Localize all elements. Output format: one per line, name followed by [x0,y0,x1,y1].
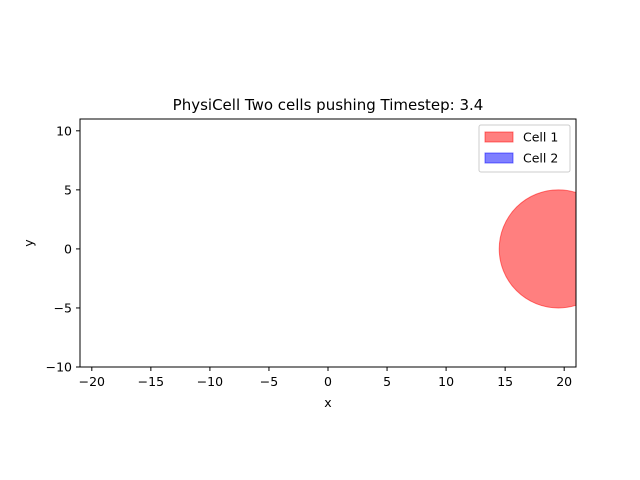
y-tick-label: 10 [56,123,72,138]
y-tick-label: 5 [64,182,72,197]
cell-1-circle [498,189,576,309]
y-tick-label: −5 [54,300,72,315]
y-axis-label: y [21,239,36,247]
x-tick-label: −5 [260,374,278,389]
legend-swatch-cell-1 [484,131,514,143]
y-tick-label: 0 [64,241,72,256]
chart-title: PhysiCell Two cells pushing Timestep: 3.… [173,96,484,114]
x-tick-label: 10 [438,374,454,389]
legend: Cell 1 Cell 2 [478,124,571,173]
x-axis-label: x [324,395,331,410]
legend-swatch-cell-2 [484,152,514,164]
x-tick-label: 20 [556,374,572,389]
x-tick-label: 0 [324,374,332,389]
x-tick-label: −20 [79,374,105,389]
y-axis: −10 −5 0 5 10 [46,123,80,375]
x-tick-label: 15 [497,374,513,389]
x-tick-label: 5 [383,374,391,389]
y-tick-label: −10 [46,360,72,375]
cells-layer [498,189,576,309]
x-tick-label: −15 [138,374,164,389]
legend-label-cell-2: Cell 2 [523,151,558,166]
x-axis: −20 −15 −10 −5 0 5 10 15 20 [79,367,572,389]
x-tick-label: −10 [197,374,223,389]
legend-label-cell-1: Cell 1 [523,130,558,145]
